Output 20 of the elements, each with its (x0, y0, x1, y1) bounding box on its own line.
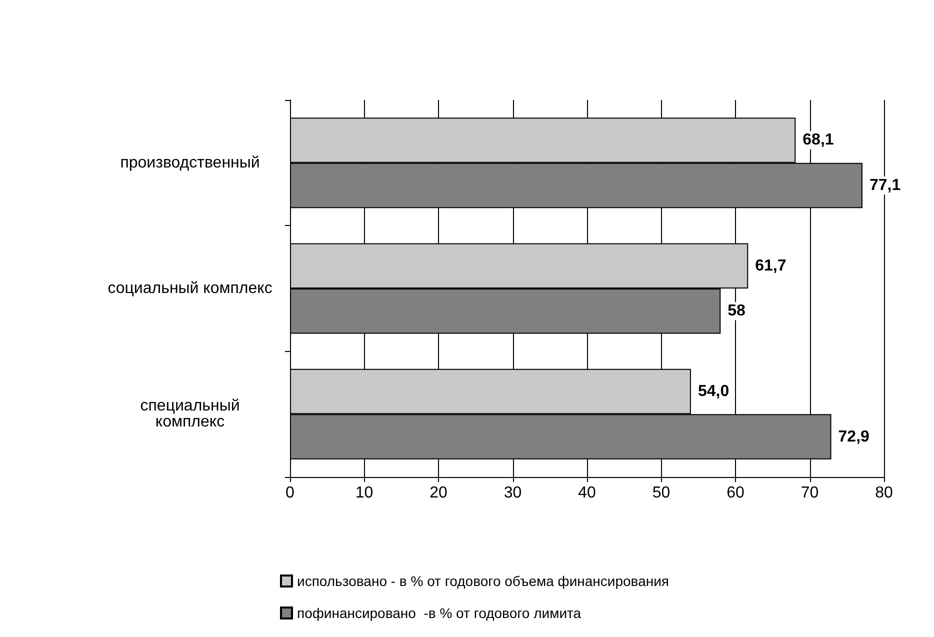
x-tick-label: 30 (504, 484, 522, 502)
x-tick-label: 50 (652, 484, 670, 502)
legend-label: пофинансировано -в % от годового лимита (297, 605, 582, 621)
data-label: 54,0 (698, 383, 730, 400)
data-label: 58 (728, 302, 746, 320)
y-tick-label: производственный (120, 154, 260, 172)
data-label: 77,1 (869, 176, 901, 194)
x-tick-label: 60 (726, 484, 744, 502)
x-tick-label: 40 (578, 484, 596, 502)
x-tick-label: 10 (355, 484, 374, 502)
data-label: 72,9 (838, 428, 870, 446)
data-label: 61,7 (755, 257, 786, 274)
y-tick-label: социальный комплекс (108, 280, 272, 297)
x-tick-label: 0 (286, 484, 295, 502)
legend-label: использовано - в % от годового объема финансирования (297, 573, 669, 589)
x-tick-label: 20 (430, 484, 448, 502)
y-tick-label: специальный комплекс (140, 398, 240, 431)
x-tick-label: 70 (800, 484, 819, 502)
x-tick-label: 80 (875, 484, 893, 502)
data-label: 68,1 (802, 132, 834, 149)
